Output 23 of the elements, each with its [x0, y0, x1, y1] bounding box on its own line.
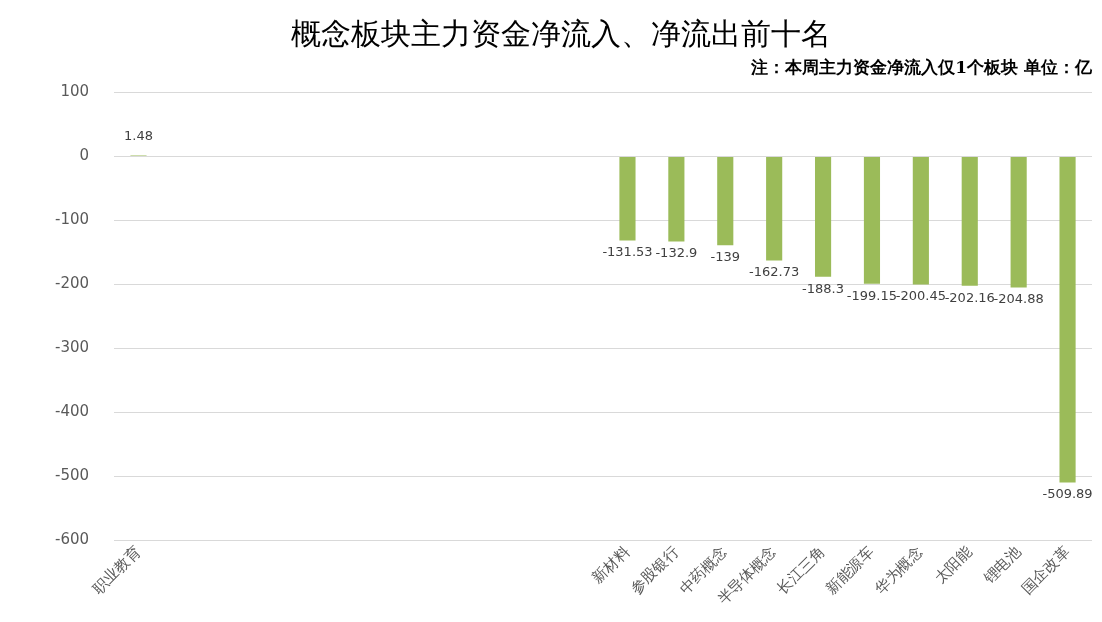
data-label: -132.9	[655, 245, 698, 261]
x-tick-label: 职业教育	[88, 542, 145, 598]
data-label: -509.89	[1042, 486, 1093, 502]
data-label: -204.88	[993, 291, 1044, 307]
data-label: -139	[710, 249, 741, 265]
data-label: -199.15	[846, 287, 898, 303]
data-label: -200.45	[895, 288, 946, 304]
y-tick-label: -600	[55, 530, 90, 549]
y-tick-label: -200	[55, 274, 90, 293]
y-tick-label: 0	[79, 146, 90, 165]
data-label: -162.73	[749, 264, 800, 280]
data-label: -188.3	[802, 280, 845, 296]
data-label: -202.16	[944, 289, 995, 305]
data-label: 1.48	[124, 128, 153, 144]
chart-subtitle: 注：本周主力资金净流入仅1个板块 单位：亿	[750, 56, 1093, 77]
y-tick-label: -100	[55, 210, 90, 229]
x-tick-label: 太阳能	[930, 542, 976, 587]
y-tick-label: -300	[55, 338, 90, 357]
chart-title: 概念板块主力资金净流入、净流出前十名	[291, 15, 831, 51]
y-tick-label: -400	[55, 402, 90, 421]
y-tick-label: 100	[60, 82, 90, 101]
data-label: -131.53	[602, 244, 653, 260]
y-tick-label: -500	[55, 466, 90, 485]
